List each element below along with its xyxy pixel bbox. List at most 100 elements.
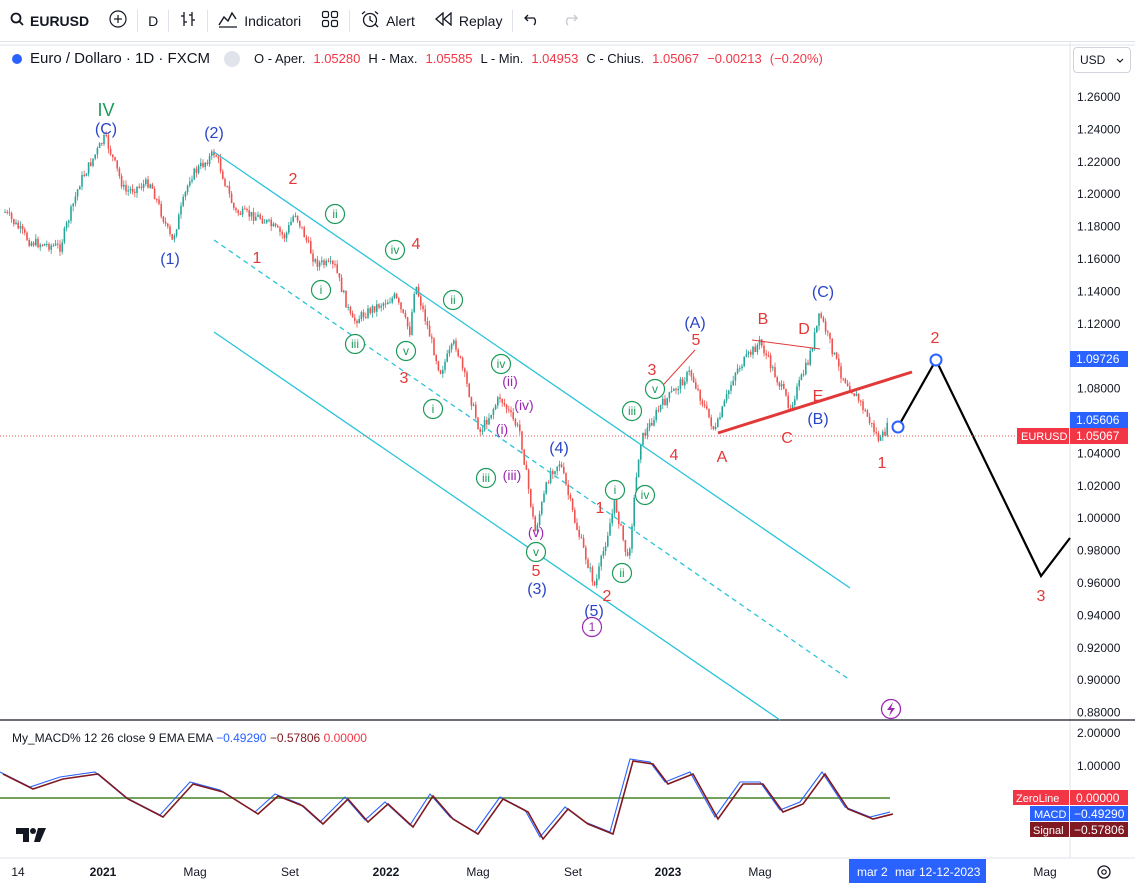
wave-label-blue: (A) xyxy=(684,315,705,332)
candle-body xyxy=(527,469,530,490)
candle-body xyxy=(453,340,455,344)
candle-body xyxy=(574,509,576,523)
candle-body xyxy=(664,398,666,406)
wave-label-purple: (iii) xyxy=(503,467,522,483)
candle-body xyxy=(266,219,268,223)
channel-lower-line[interactable] xyxy=(213,331,781,721)
lightning-icon[interactable] xyxy=(880,698,902,720)
candle-body xyxy=(235,208,237,211)
layouts-button[interactable] xyxy=(311,0,349,42)
candle-body xyxy=(112,154,114,158)
interval-button[interactable]: D xyxy=(138,0,168,42)
candle-body xyxy=(534,516,536,532)
candle-body xyxy=(556,466,558,472)
macd-badge xyxy=(1030,806,1069,821)
candle-body xyxy=(37,238,39,248)
legend-close-label: C - Chius. xyxy=(586,51,645,66)
price-tick-label: 1.12000 xyxy=(1077,317,1121,331)
candle-body xyxy=(785,388,787,396)
candle-body xyxy=(620,524,622,526)
projection-path[interactable] xyxy=(897,357,1071,579)
candle-body xyxy=(204,162,206,167)
candle-body xyxy=(70,206,72,221)
candle-body xyxy=(215,155,217,157)
candle-body xyxy=(184,192,187,197)
candle-body xyxy=(745,353,748,357)
time-tick-label: Mag xyxy=(1033,865,1056,879)
candle-body xyxy=(761,339,763,346)
candle-body xyxy=(624,539,627,552)
candle-body xyxy=(228,186,231,194)
chart-canvas[interactable]: 1.26000 1.24000 1.22000 1.20000 1.18000 1.160… xyxy=(0,42,1135,891)
candle-body xyxy=(679,379,682,389)
price-axis[interactable]: 1.26000 1.24000 1.22000 1.20000 1.18000 1.160… xyxy=(1077,90,1121,720)
candle-body xyxy=(571,498,574,510)
candle-body xyxy=(206,162,209,165)
rewind-icon xyxy=(434,11,453,29)
candle-body xyxy=(541,502,543,515)
macd-legend[interactable]: My_MACD% 12 26 close 9 EMA EMA −0.49290 … xyxy=(12,731,367,745)
legend-title[interactable]: Euro / Dollaro · 1D · FXCM xyxy=(30,50,211,67)
legend-high-value: 1.05585 xyxy=(425,51,473,66)
candle-body xyxy=(706,405,708,409)
projection-point[interactable] xyxy=(891,420,905,434)
tradingview-logo[interactable] xyxy=(16,828,46,842)
price-badge-level-b-text: 1.05606 xyxy=(1076,413,1120,427)
wave-label-circled-green: iii xyxy=(351,337,359,351)
candle-body xyxy=(492,409,495,415)
candle-body xyxy=(461,357,464,369)
candle-body xyxy=(629,548,631,556)
redo-button[interactable] xyxy=(551,0,589,42)
channel-mid-line[interactable] xyxy=(213,239,851,681)
projection-point[interactable] xyxy=(929,353,943,367)
bar-chart-icon xyxy=(179,10,197,31)
candle-body xyxy=(285,232,288,239)
last-price-badge-text: 1.05067 xyxy=(1076,429,1120,443)
candle-body xyxy=(241,208,244,215)
symbol-search-button[interactable]: EURUSD xyxy=(0,0,99,42)
replay-button[interactable]: Replay xyxy=(425,0,513,42)
price-tick-label: 1.14000 xyxy=(1077,284,1121,298)
signal-line xyxy=(2,760,894,841)
candle-body xyxy=(160,203,162,217)
price-tick-label: 0.90000 xyxy=(1077,673,1121,687)
candle-body xyxy=(327,260,330,262)
compare-button[interactable] xyxy=(99,0,137,42)
chart-type-button[interactable] xyxy=(169,0,207,42)
candle-body xyxy=(769,355,772,368)
candle-body xyxy=(435,355,437,362)
wave-label-circled-green-ring xyxy=(310,279,332,301)
signal-badge xyxy=(1030,822,1069,837)
candle-body xyxy=(158,199,160,204)
candle-body xyxy=(85,173,88,177)
currency-label: USD xyxy=(1080,53,1106,67)
trendline-red[interactable] xyxy=(717,370,913,435)
candle-body xyxy=(565,473,567,485)
settings-gear-icon[interactable] xyxy=(1097,865,1111,879)
candle-body xyxy=(673,388,675,391)
channel-upper-line[interactable] xyxy=(213,151,851,589)
undo-button[interactable] xyxy=(513,0,551,42)
price-tick-label: 0.94000 xyxy=(1077,608,1121,622)
triangle-upper-line[interactable] xyxy=(751,339,821,350)
wave-label-red: 5 xyxy=(692,332,701,349)
candle-body xyxy=(483,419,486,431)
candle-body xyxy=(820,313,822,318)
candle-body xyxy=(387,302,389,305)
currency-select[interactable]: USD xyxy=(1073,47,1131,73)
candle-body xyxy=(393,293,396,299)
alert-button[interactable]: Alert xyxy=(350,0,425,42)
time-axis[interactable]: 14 2021 Mag Set 2022 Mag Set 2023 Mag Mag xyxy=(11,865,1056,879)
candle-body xyxy=(809,350,811,365)
visibility-toggle-icon[interactable] xyxy=(224,50,241,67)
candle-body xyxy=(510,410,512,413)
candle-body xyxy=(373,306,376,312)
legend-low-value: 1.04953 xyxy=(531,51,579,66)
candle-body xyxy=(644,432,646,436)
candle-body xyxy=(406,317,409,327)
candle-body xyxy=(76,189,79,197)
candle-body xyxy=(145,179,147,185)
indicators-button[interactable]: Indicatori xyxy=(208,0,311,42)
candle-body xyxy=(604,546,607,552)
candle-body xyxy=(690,370,693,377)
